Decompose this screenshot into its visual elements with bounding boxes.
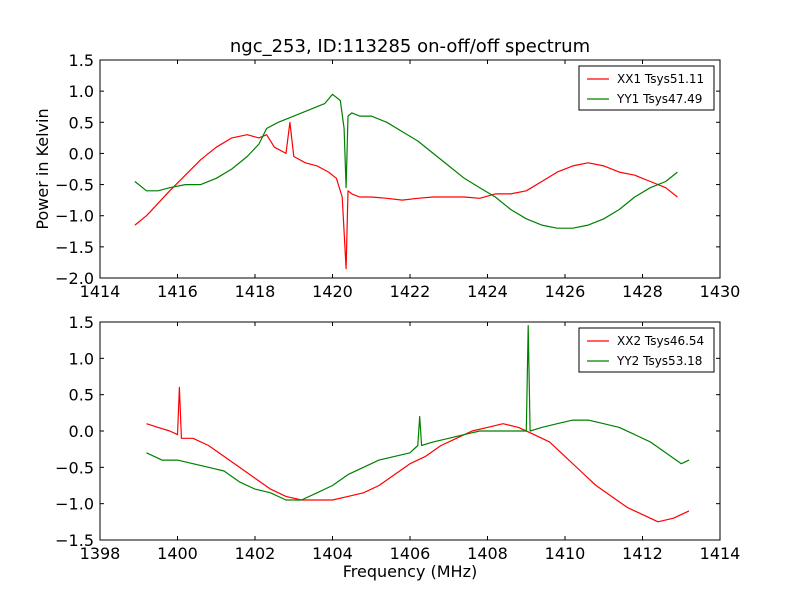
x-tick-label: 1420: [312, 282, 353, 301]
y-tick-label: 1.0: [69, 82, 94, 101]
series-line-1-2: [134, 93, 678, 229]
legend-label: XX2 Tsys46.54: [617, 334, 704, 348]
series-line-2-1: [146, 386, 690, 523]
x-tick-label: 1428: [622, 282, 663, 301]
legend-box: [578, 65, 715, 111]
legend-label: YY2 Tsys53.18: [616, 354, 702, 368]
x-tick-label: 1410: [545, 544, 586, 563]
x-tick-label: 1426: [545, 282, 586, 301]
y-tick-label: 0.0: [69, 422, 94, 441]
y-tick-label: 0.5: [69, 386, 94, 405]
subplot-1: 1414 1416 1418 1420 1422 1424 1426 1428 1430 −2.0…: [33, 36, 740, 301]
y-tick-label: 1.5: [69, 313, 94, 332]
y-tick-label: −0.5: [55, 176, 94, 195]
y-tick-label: −1.0: [55, 207, 94, 226]
series-line-2-2: [146, 325, 690, 501]
legend-box: [578, 327, 715, 373]
x-tick-label: 1416: [157, 282, 198, 301]
x-tick-label: 1404: [312, 544, 353, 563]
x-tick-label: 1422: [390, 282, 431, 301]
legend-label: YY1 Tsys47.49: [616, 92, 702, 106]
x-tick-label: 1414: [80, 282, 121, 301]
series-line-1-1: [134, 121, 678, 270]
y-tick-label: 0.0: [69, 144, 94, 163]
y-tick-label: 1.5: [69, 51, 94, 70]
legend: XX1 Tsys51.11 YY1 Tsys47.49: [578, 65, 715, 111]
x-tick-label: 1406: [390, 544, 431, 563]
x-tick-label: 1400: [157, 544, 198, 563]
legend: XX2 Tsys46.54 YY2 Tsys53.18: [578, 327, 715, 373]
x-axis-label: Frequency (MHz): [343, 562, 477, 581]
x-tick-label: 1418: [235, 282, 276, 301]
y-tick-label: 1.0: [69, 349, 94, 368]
x-tick-label: 1412: [622, 544, 663, 563]
x-tick-label: 1408: [467, 544, 508, 563]
y-axis-label: Power in Kelvin: [33, 108, 52, 229]
subplot-2: 1398 1400 1402 1404 1406 1408 1410 1412 1414 −1.5…: [55, 313, 740, 581]
y-tick-label: −2.0: [55, 269, 94, 288]
chart-title: ngc_253, ID:113285 on-off/off spectrum: [230, 36, 590, 57]
x-tick-label: 1398: [80, 544, 121, 563]
y-tick-label: −1.5: [55, 238, 94, 257]
x-tick-label: 1414: [700, 544, 741, 563]
y-tick-label: 0.5: [69, 113, 94, 132]
x-tick-label: 1430: [700, 282, 741, 301]
x-tick-label: 1424: [467, 282, 508, 301]
x-tick-label: 1402: [235, 544, 276, 563]
legend-label: XX1 Tsys51.11: [617, 72, 704, 86]
y-tick-label: −0.5: [55, 458, 94, 477]
y-tick-label: −1.0: [55, 495, 94, 514]
y-tick-label: −1.5: [55, 531, 94, 550]
